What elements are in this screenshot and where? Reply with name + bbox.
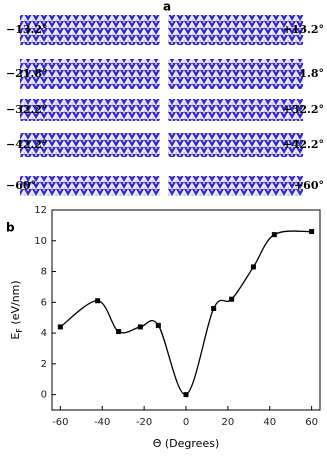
panel-label: b <box>6 221 15 235</box>
angle-label: +32.2° <box>282 103 324 116</box>
angle-label: +13.2° <box>282 23 324 36</box>
data-point <box>271 232 277 238</box>
data-point <box>155 322 161 328</box>
angle-label: +42.2° <box>282 138 324 151</box>
y-tick-label: 4 <box>41 328 47 339</box>
x-axis-label: Θ (Degrees) <box>153 437 220 450</box>
angle-label: −42.2° <box>6 138 48 151</box>
data-point <box>229 296 235 302</box>
data-point <box>57 324 63 330</box>
structure-image <box>20 176 160 196</box>
y-tick-label: 12 <box>34 205 47 216</box>
structure-image <box>168 176 303 196</box>
structure-image <box>168 133 303 157</box>
structure-image <box>20 133 160 157</box>
structure-image <box>20 99 160 121</box>
data-point <box>309 229 315 235</box>
x-tick-label: 40 <box>263 417 276 428</box>
angle-label: −32.2° <box>6 103 48 116</box>
panel-label: a <box>163 0 171 14</box>
angle-label: −60° <box>6 179 36 192</box>
y-tick-label: 10 <box>34 236 47 247</box>
y-tick-label: 8 <box>41 267 47 278</box>
structure-image <box>168 15 303 45</box>
curve <box>59 230 312 396</box>
data-point <box>137 324 143 330</box>
data-point <box>116 329 122 335</box>
y-label-sub: F <box>15 328 24 333</box>
angle-label: −21.8° <box>6 67 48 80</box>
structure-image <box>20 59 160 89</box>
structure-image <box>168 59 303 89</box>
x-tick-label: -60 <box>52 417 68 428</box>
angle-label: +60° <box>294 179 324 192</box>
x-tick-label: 20 <box>222 417 235 428</box>
structures: −13.2° +13.2° −21.8° 1.8° −32.2° +32.2° −42.2°… <box>6 15 324 196</box>
data-point <box>211 305 217 311</box>
angle-label: −13.2° <box>6 23 48 36</box>
y-tick-label: 6 <box>41 297 47 308</box>
data-point <box>250 264 256 270</box>
x-tick-label: -40 <box>94 417 110 428</box>
angle-label: 1.8° <box>299 67 324 80</box>
data-point <box>95 298 101 304</box>
plot-frame <box>51 209 321 411</box>
y-label-main: E <box>9 333 22 340</box>
structure-image <box>168 99 303 121</box>
data-point <box>183 392 189 398</box>
y-label-rest: (eV/nm) <box>9 280 22 328</box>
y-axis-label: EF (eV/nm) <box>9 280 24 339</box>
y-tick-label: 2 <box>41 359 47 370</box>
x-tick-label: 0 <box>183 417 189 428</box>
x-tick-label: -20 <box>136 417 152 428</box>
structure-image <box>20 15 160 45</box>
x-tick-label: 60 <box>305 417 318 428</box>
y-tick-label: 0 <box>41 390 47 401</box>
